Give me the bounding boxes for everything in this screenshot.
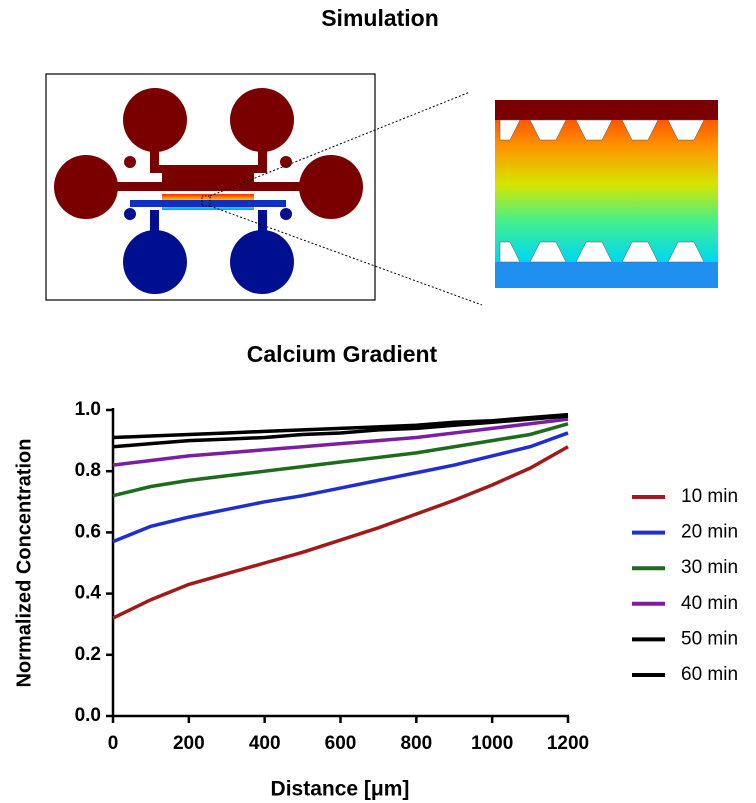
x-axis-label: Distance [μm] [271,778,410,801]
data-line [113,433,568,542]
legend-label: 40 min [681,593,738,614]
chart-title: Calcium Gradient [247,341,438,367]
x-tick-label: 400 [249,733,281,754]
y-tick-label: 0.0 [75,705,101,726]
legend-label: 10 min [681,486,738,507]
legend-label: 50 min [681,628,738,649]
x-tick-label: 1000 [471,733,513,754]
y-tick-label: 0.6 [75,521,101,542]
x-tick-label: 0 [108,733,119,754]
simulation-title: Simulation [321,5,439,31]
x-tick-label: 1200 [547,733,589,754]
y-axis-label: Normalized Concentration [13,439,35,688]
x-tick-label: 800 [400,733,432,754]
data-line [113,447,568,618]
x-tick-label: 200 [173,733,205,754]
y-tick-label: 1.0 [75,399,101,420]
y-tick-label: 0.8 [75,460,101,481]
y-tick-label: 0.4 [75,583,102,604]
legend-label: 30 min [681,557,738,578]
legend-label: 60 min [681,664,738,685]
x-tick-label: 600 [325,733,357,754]
figure: Simulation [0,0,756,803]
device-image [46,74,718,305]
y-tick-label: 0.2 [75,644,101,665]
legend-label: 20 min [681,522,738,543]
